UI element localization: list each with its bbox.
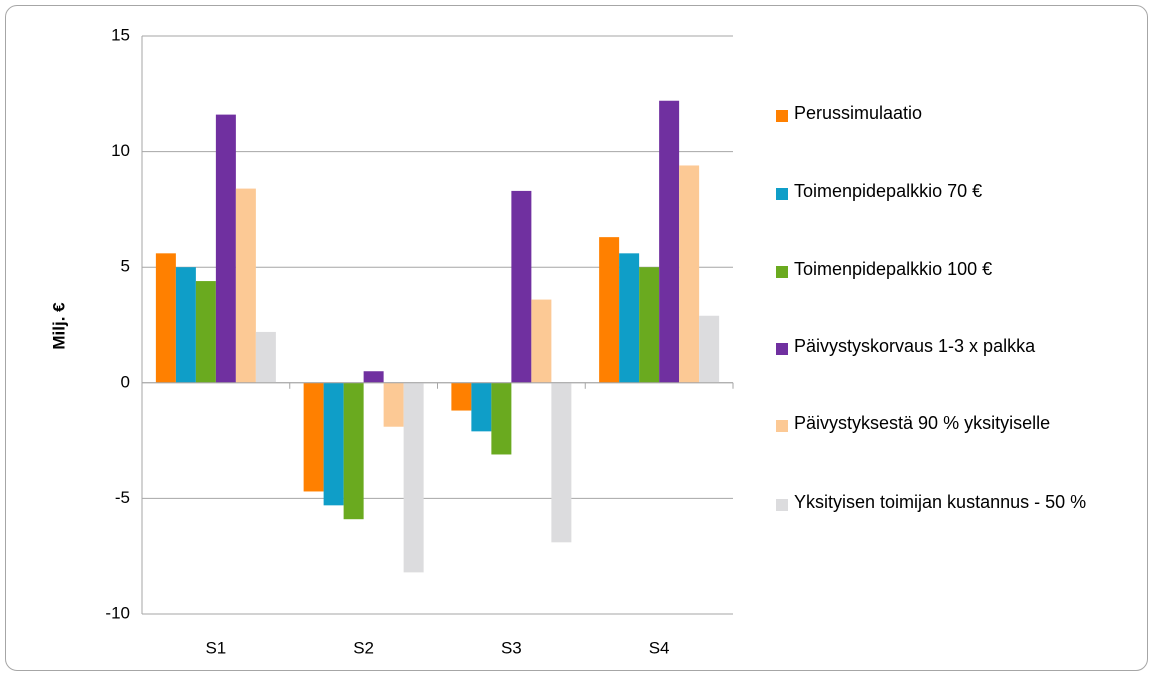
y-tick-label: 15 — [111, 25, 130, 44]
legend-label: Yksityisen toimijan kustannus - 50 % — [794, 492, 1087, 512]
y-axis-label: Milj. € — [49, 302, 68, 350]
legend-swatch — [776, 266, 788, 278]
bar — [451, 382, 472, 411]
x-tick-label: S3 — [501, 638, 522, 657]
bar — [699, 315, 720, 383]
bar — [195, 281, 216, 383]
y-tick-label: 0 — [121, 372, 130, 391]
legend-label: Toimenpidepalkkio 70 € — [794, 181, 983, 201]
legend-label: Perussimulaatio — [794, 103, 923, 123]
bar — [511, 190, 532, 383]
x-tick-label: S4 — [649, 638, 670, 657]
bars — [155, 100, 720, 573]
legend-swatch — [776, 499, 788, 511]
bar — [491, 382, 512, 455]
x-tick-label: S2 — [353, 638, 374, 657]
bar — [659, 100, 680, 383]
bar — [403, 382, 424, 573]
bar — [255, 331, 276, 383]
y-tick-label: -5 — [115, 488, 130, 507]
legend-swatch — [776, 188, 788, 200]
legend-item: Yksityisen toimijan kustannus - 50 % — [776, 492, 1144, 517]
bar — [599, 237, 620, 383]
legend-label: Toimenpidepalkkio 100 € — [794, 259, 993, 279]
bar — [303, 382, 324, 492]
y-tick-label: 10 — [111, 141, 130, 160]
legend-item: Toimenpidepalkkio 70 € — [776, 181, 1144, 206]
bar — [343, 382, 364, 520]
legend-item: Päivystyskorvaus 1-3 x palkka — [776, 336, 1144, 361]
bar — [551, 382, 572, 543]
y-tick-labels: 15 10 5 0 -5 -10 — [105, 25, 130, 622]
legend-label: Päivystyksestä 90 % yksityiselle — [794, 413, 1051, 433]
bar — [175, 267, 196, 383]
bar — [235, 188, 256, 383]
bar — [531, 299, 552, 383]
legend-label: Päivystyskorvaus 1-3 x palkka — [794, 336, 1036, 356]
x-tick-labels: S1 S2 S3 S4 — [205, 638, 669, 657]
legend-swatch — [776, 110, 788, 122]
x-tick-label: S1 — [205, 638, 226, 657]
bar — [679, 165, 700, 383]
legend-swatch — [776, 420, 788, 432]
bar — [639, 267, 660, 383]
legend-item: Toimenpidepalkkio 100 € — [776, 259, 1144, 284]
legend-item: Päivystyksestä 90 % yksityiselle — [776, 413, 1144, 438]
bar — [471, 382, 492, 432]
axes — [141, 36, 734, 614]
bar — [383, 382, 404, 427]
legend-swatch — [776, 343, 788, 355]
bar — [215, 114, 236, 383]
bar — [619, 253, 640, 383]
y-tick-label: 5 — [121, 257, 130, 276]
bar — [155, 253, 176, 383]
legend-item: Perussimulaatio — [776, 103, 1144, 128]
y-tick-label: -10 — [105, 603, 130, 622]
bar — [363, 371, 384, 383]
bar — [323, 382, 344, 506]
